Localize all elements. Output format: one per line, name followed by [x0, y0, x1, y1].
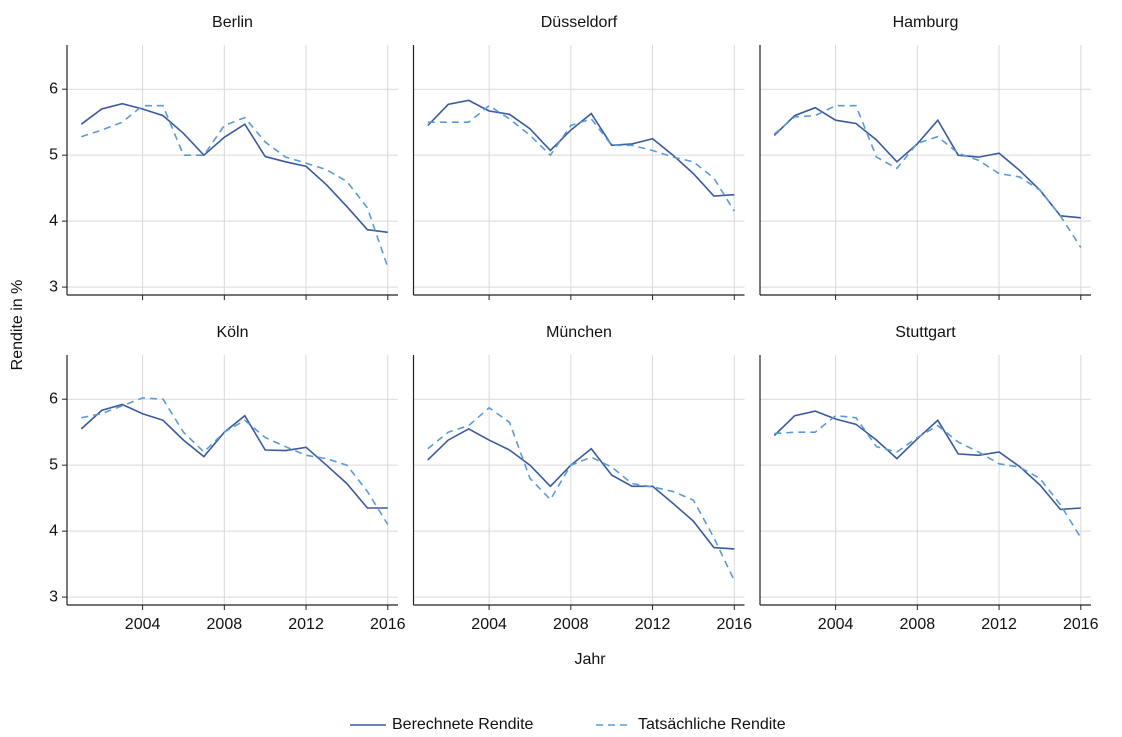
panel-title: Düsseldorf	[541, 14, 618, 31]
data-line	[427, 427, 735, 550]
legend-label: Tatsächliche Rendite	[638, 716, 786, 733]
x-tick-label: 2016	[716, 616, 752, 633]
x-axis-label: Jahr	[574, 651, 606, 668]
x-tick-label: 2008	[900, 616, 936, 633]
data-line	[773, 410, 1081, 511]
x-tick-label: 2004	[818, 616, 854, 633]
data-line	[774, 414, 1082, 539]
data-line	[427, 406, 736, 581]
panel-title: Hamburg	[893, 14, 959, 31]
y-tick-label: 4	[49, 212, 58, 229]
y-tick-label: 3	[49, 588, 58, 605]
y-tick-label: 6	[49, 390, 58, 407]
panel-title: München	[546, 324, 612, 341]
panel-title: Köln	[216, 324, 248, 341]
y-tick-label: 4	[49, 522, 58, 539]
x-tick-label: 2008	[207, 616, 243, 633]
x-tick-label: 2016	[1063, 616, 1099, 633]
x-tick-label: 2004	[471, 616, 507, 633]
x-tick-label: 2012	[288, 616, 324, 633]
x-tick-label: 2016	[370, 616, 406, 633]
data-line	[80, 403, 388, 509]
panel-title: Stuttgart	[895, 324, 956, 341]
data-line	[773, 106, 1081, 219]
data-line	[81, 397, 389, 525]
y-tick-label: 6	[49, 80, 58, 97]
data-line	[80, 102, 388, 234]
y-tick-label: 5	[49, 146, 58, 163]
data-line	[773, 104, 1082, 248]
legend-label: Berechnete Rendite	[392, 716, 534, 733]
y-axis-label: Rendite in %	[9, 280, 26, 371]
x-tick-label: 2004	[125, 616, 161, 633]
data-line	[427, 104, 735, 212]
x-tick-label: 2012	[635, 616, 671, 633]
x-tick-label: 2012	[981, 616, 1017, 633]
x-tick-label: 2008	[553, 616, 589, 633]
y-tick-label: 5	[49, 456, 58, 473]
data-line	[427, 99, 735, 197]
panel-title: Berlin	[212, 14, 253, 31]
y-tick-label: 3	[49, 278, 58, 295]
